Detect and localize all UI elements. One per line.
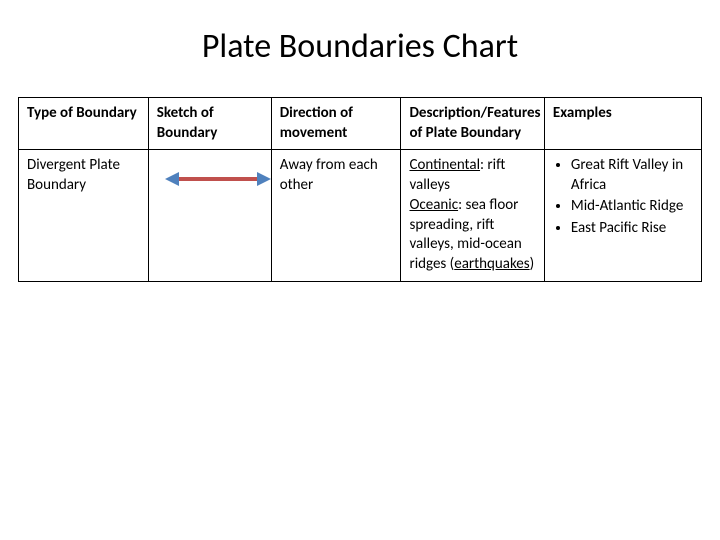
header-direction: Direction of movement bbox=[271, 98, 401, 150]
list-item: Mid-Atlantic Ridge bbox=[571, 197, 693, 217]
divergent-arrow-icon bbox=[163, 164, 273, 194]
header-examples: Examples bbox=[544, 98, 701, 150]
cell-type: Divergent Plate Boundary bbox=[19, 150, 149, 282]
cell-direction: Away from each other bbox=[271, 150, 401, 282]
table-header-row: Type of Boundary Sketch of Boundary Dire… bbox=[19, 98, 702, 150]
cell-sketch bbox=[148, 150, 271, 282]
cell-examples: Great Rift Valley in Africa Mid-Atlantic… bbox=[544, 150, 701, 282]
table-row: Divergent Plate Boundary Away from each … bbox=[19, 150, 702, 282]
header-sketch: Sketch of Boundary bbox=[148, 98, 271, 150]
desc-continental-label: Continental bbox=[409, 156, 480, 174]
header-description: Description/Features of Plate Boundary bbox=[401, 98, 544, 150]
desc-close-paren: ) bbox=[530, 255, 535, 273]
list-item: East Pacific Rise bbox=[571, 219, 693, 239]
list-item: Great Rift Valley in Africa bbox=[571, 156, 693, 195]
boundaries-table: Type of Boundary Sketch of Boundary Dire… bbox=[18, 97, 702, 282]
desc-oceanic-label: Oceanic bbox=[409, 196, 458, 214]
cell-description: Continental: rift valleys Oceanic: sea f… bbox=[401, 150, 544, 282]
desc-earthquakes-label: earthquakes bbox=[454, 255, 529, 273]
slide-container: Plate Boundaries Chart Type of Boundary … bbox=[0, 0, 720, 540]
page-title: Plate Boundaries Chart bbox=[18, 26, 702, 67]
header-type: Type of Boundary bbox=[19, 98, 149, 150]
examples-list: Great Rift Valley in Africa Mid-Atlantic… bbox=[553, 156, 693, 238]
